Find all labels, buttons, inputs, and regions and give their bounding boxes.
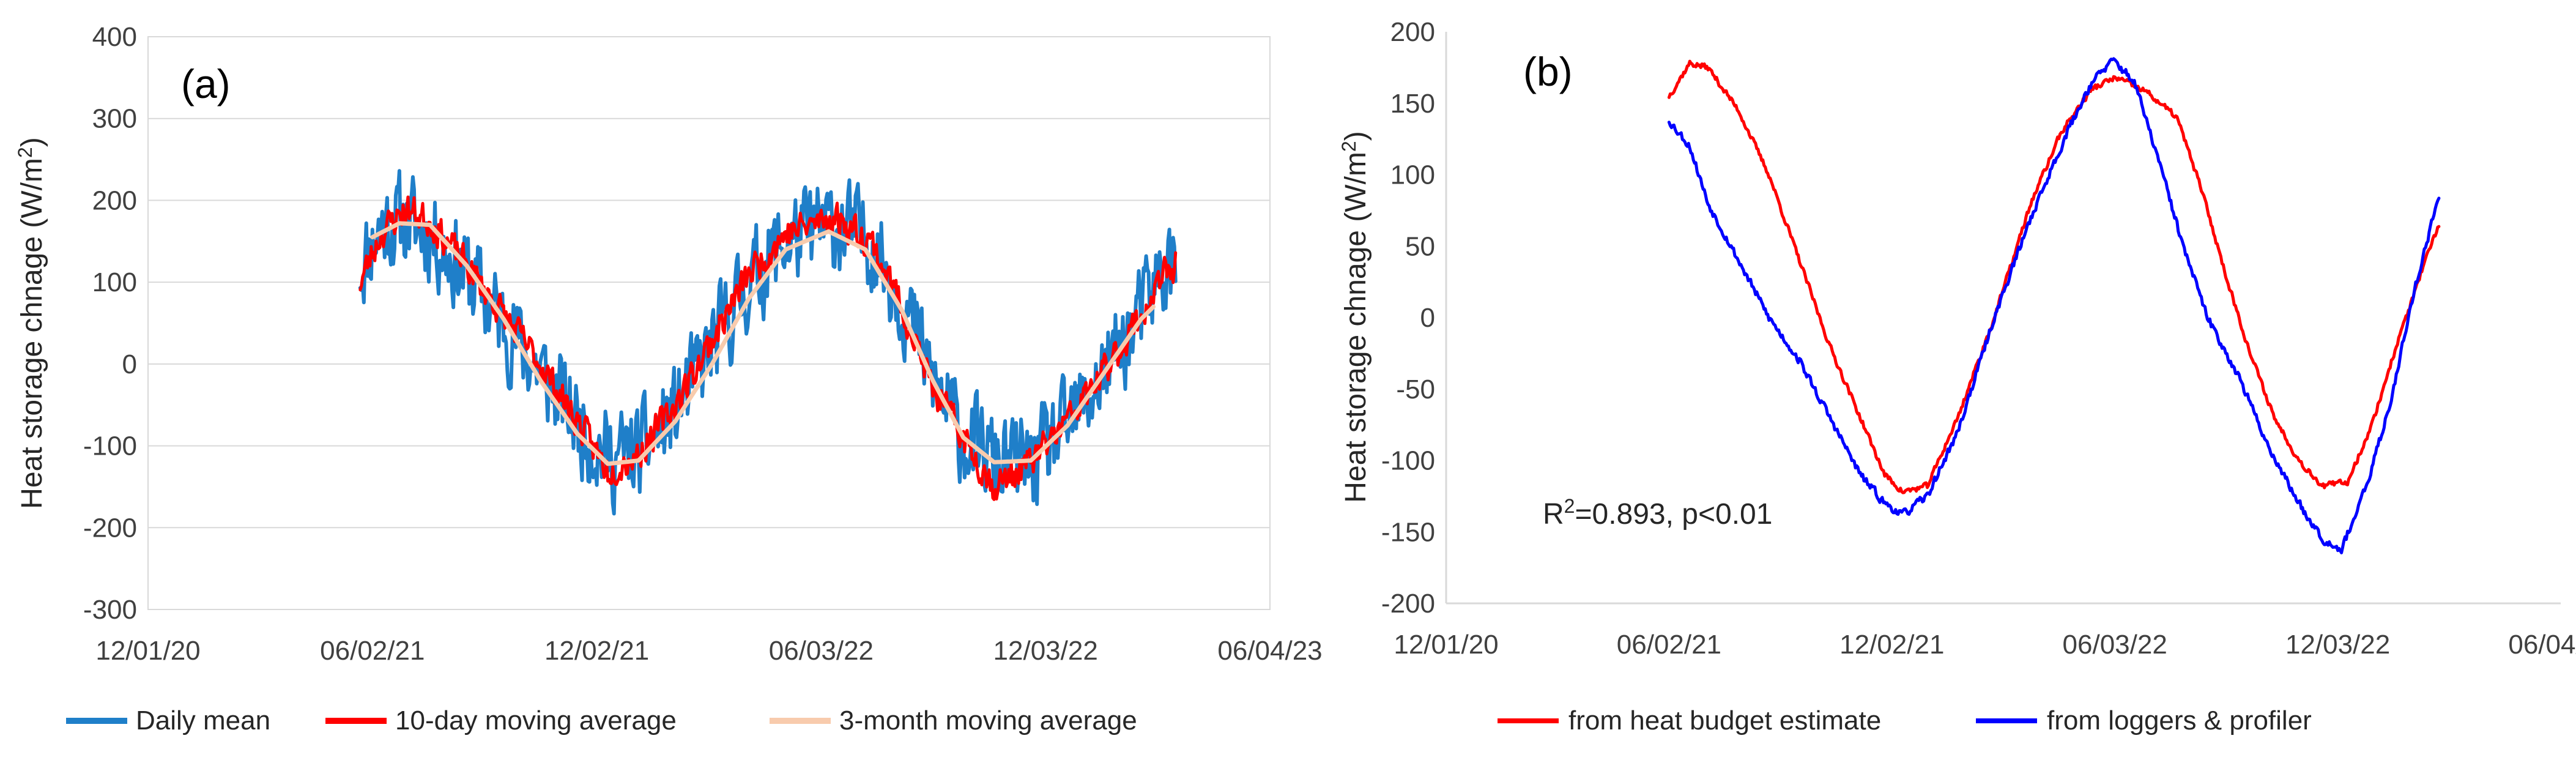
y-tick-label: -100: [83, 431, 137, 461]
series-line-10-day-moving-average: [358, 195, 1178, 501]
y-tick-label: 200: [1390, 17, 1435, 47]
y-tick-label: -200: [1381, 589, 1435, 619]
y-tick-label: 200: [92, 185, 137, 215]
y-tick-label: 50: [1405, 231, 1435, 261]
x-tick-label: 06/03/22: [2063, 630, 2167, 660]
chart-panel-b: -200 -150 -100 -50 0 50 100 150 200 12/01/20 06/0…: [1338, 17, 2576, 736]
legend-label-loggers: from loggers & profiler: [2047, 706, 2312, 736]
x-tick-label: 06/02/21: [320, 636, 425, 666]
plot-area-a: [147, 36, 1271, 610]
x-tick-label: 12/01/20: [95, 636, 200, 666]
y-tick-label: 300: [92, 104, 137, 134]
legend-label-10day: 10-day moving average: [395, 706, 677, 736]
y-axis-label-a: Heat storage chnage (W/m2): [14, 137, 48, 509]
legend-label-heat-budget: from heat budget estimate: [1568, 706, 1881, 736]
y-tick-label: 100: [92, 267, 137, 297]
y-axis-label-b: Heat storage chnage (W/m2): [1338, 131, 1372, 502]
series-line-from-loggers-profiler: [1667, 57, 2441, 554]
legend-label-3month: 3-month moving average: [839, 706, 1137, 736]
y-tick-label: 400: [92, 22, 137, 52]
r-squared-annotation: R2=0.893, p<0.01: [1543, 495, 1772, 531]
y-tick-label: -50: [1396, 374, 1435, 404]
series-group-b: [1667, 57, 2441, 554]
series-line-3-month-moving-average: [370, 221, 1156, 466]
y-tick-label: -200: [83, 513, 137, 543]
y-tick-label: 150: [1390, 89, 1435, 119]
y-tick-label: 0: [1420, 303, 1435, 333]
chart-panel-a: -300 -200 -100 0 100 200 300 400 12/01/20 06/02/…: [14, 22, 1323, 736]
series-line-from-heat-budget-estimate: [1667, 59, 2441, 494]
x-tick-label: 12/02/21: [544, 636, 649, 666]
x-tick-label: 06/03/22: [769, 636, 874, 666]
y-tick-labels-a: -300 -200 -100 0 100 200 300 400: [83, 22, 137, 625]
gridlines-a: [148, 36, 1270, 610]
x-tick-label: 12/01/20: [1394, 630, 1498, 660]
x-tick-label: 06/04/23: [1217, 636, 1322, 666]
y-tick-label: -100: [1381, 446, 1435, 476]
x-tick-label: 12/02/21: [1839, 630, 1944, 660]
y-tick-label: -300: [83, 595, 137, 625]
x-tick-labels-b: 12/01/20 06/02/21 12/02/21 06/03/22 12/03/22…: [1394, 630, 2576, 660]
y-tick-label: 0: [122, 349, 137, 379]
x-tick-labels-a: 12/01/20 06/02/21 12/02/21 06/03/22 12/03/22…: [95, 636, 1322, 666]
y-tick-label: -150: [1381, 517, 1435, 547]
x-tick-label: 06/04/23: [2508, 630, 2576, 660]
y-tick-labels-b: -200 -150 -100 -50 0 50 100 150 200: [1381, 17, 1435, 619]
panel-label-a: (a): [181, 61, 231, 106]
legend-a: Daily mean 10-day moving average 3-month…: [66, 706, 1137, 736]
y-tick-label: 100: [1390, 160, 1435, 190]
x-tick-label: 06/02/21: [1617, 630, 1721, 660]
series-group-a: [358, 169, 1178, 516]
legend-label-daily-mean: Daily mean: [136, 706, 270, 736]
x-tick-label: 12/03/22: [993, 636, 1098, 666]
legend-b: from heat budget estimate from loggers &…: [1498, 706, 2312, 736]
panel-label-b: (b): [1523, 49, 1573, 94]
x-tick-label: 12/03/22: [2285, 630, 2390, 660]
